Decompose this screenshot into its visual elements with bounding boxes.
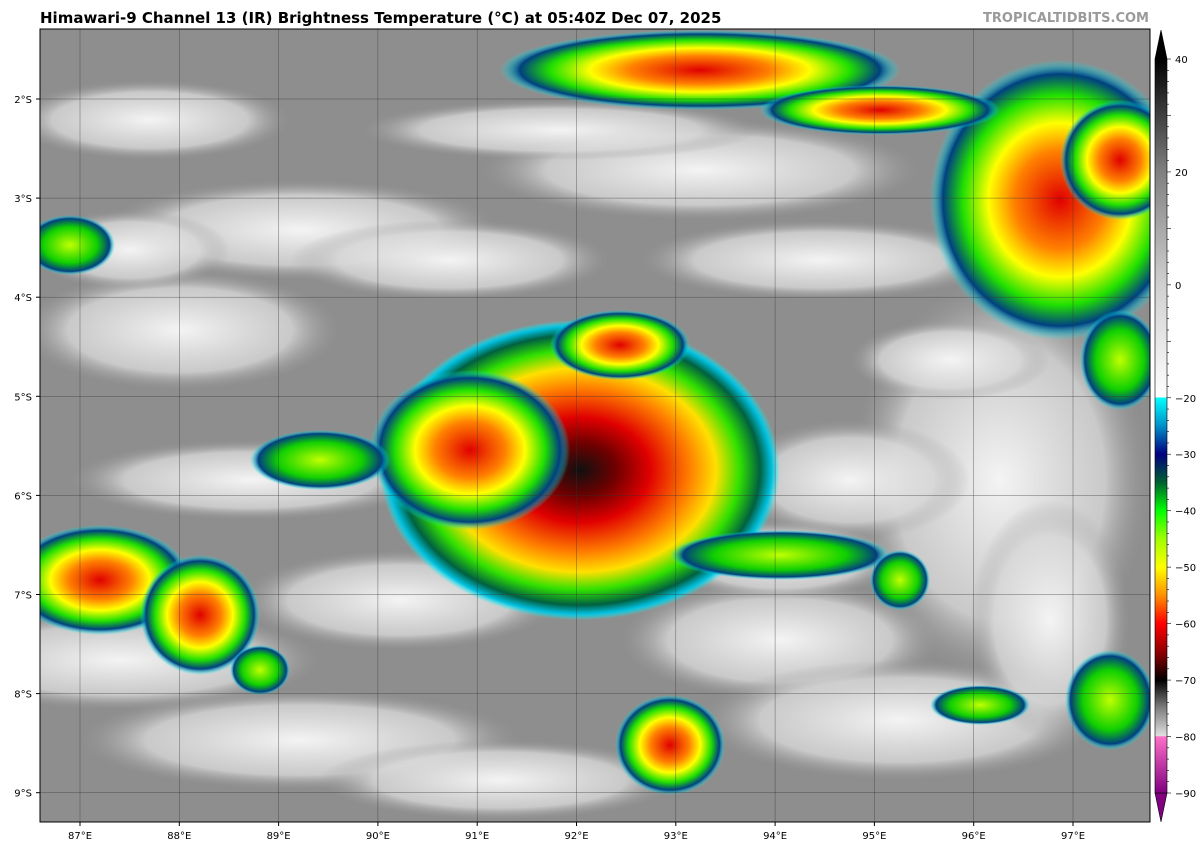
colorbar-top-arrow [1154,29,1168,60]
colorbar-tick-label: 0 [1175,281,1181,292]
colorbar-tick-label: −50 [1175,563,1196,574]
cloud-area [360,100,760,160]
lon-tick-label: 88°E [167,831,191,842]
convective-cell [140,555,260,675]
convective-cell [1080,310,1150,410]
convective-cell [870,550,930,610]
colorbar: 40 20 0 −20 −30 −40 −50 −60 −70 −80 −90 [1154,29,1196,823]
lat-tick-label: 7°S [14,591,32,602]
lat-lon-grid [40,29,1150,822]
cloud-area [290,220,610,300]
lon-tick-label: 96°E [962,831,986,842]
lon-tick-label: 94°E [763,831,787,842]
lon-tick-label: 93°E [664,831,688,842]
convective-cell [40,215,115,275]
lon-tick-label: 89°E [267,831,291,842]
cloud-area [730,420,970,540]
lat-tick-label: 3°S [14,194,32,205]
cloud-area [640,220,1000,300]
lon-tick-label: 91°E [465,831,489,842]
convective-cell [250,430,390,490]
lon-tick-label: 97°E [1061,831,1085,842]
lat-tick-label: 6°S [14,491,32,502]
lat-tick-label: 4°S [14,293,32,304]
cloud-area [40,270,340,390]
lat-tick-label: 8°S [14,690,32,701]
convective-cell [230,645,290,695]
colorbar-tick-label: −90 [1175,789,1196,800]
lat-tick-label: 2°S [14,95,32,106]
colorbar-tick-label: 40 [1175,55,1188,66]
colorbar-tick-label: −80 [1175,733,1196,744]
colorbar-tick-label: −40 [1175,507,1196,518]
colorbar-scale [1154,58,1168,794]
colorbar-tick-label: 20 [1175,168,1188,179]
convective-cell [1065,650,1150,750]
colorbar-tick-label: −60 [1175,620,1196,631]
convective-cell [930,685,1030,725]
convective-cell [370,370,570,530]
map-title: Himawari-9 Channel 13 (IR) Brightness Te… [40,9,722,27]
cloud-area [40,80,290,160]
convective-cell [500,30,900,110]
lon-tick-label: 90°E [366,831,390,842]
watermark: TROPICALTIDBITS.COM [983,11,1149,26]
cloud-area [320,740,680,820]
convective-cell [670,530,890,580]
colorbar-tick-label: −20 [1175,394,1196,405]
map-frame [39,28,1151,823]
colorbar-bottom-arrow [1154,792,1168,823]
lon-tick-label: 92°E [564,831,588,842]
convective-cell [1060,100,1150,220]
colorbar-tick-label: −30 [1175,450,1196,461]
lon-tick-label: 95°E [862,831,886,842]
imagery [40,29,1150,822]
convective-cell [615,695,725,795]
colorbar-tick-label: −70 [1175,676,1196,687]
cloud-area [850,320,1050,400]
lat-tick-label: 9°S [14,789,32,800]
lat-tick-label: 5°S [14,392,32,403]
lon-tick-label: 87°E [68,831,92,842]
convective-cell [760,85,1000,135]
convective-cell [550,310,690,380]
